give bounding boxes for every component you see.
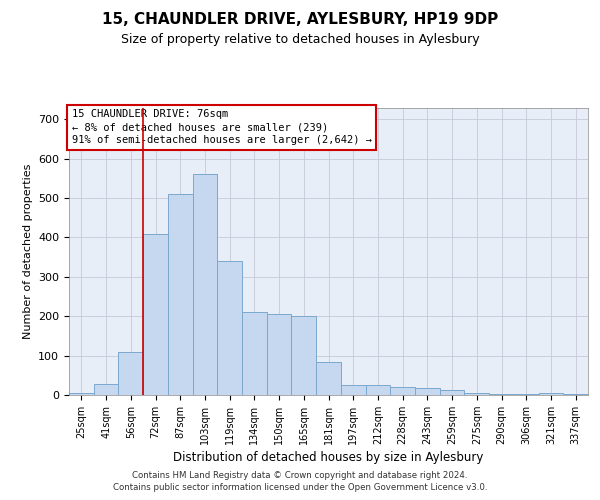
Bar [489, 394, 514, 395]
Bar [193, 174, 217, 395]
Bar [143, 234, 168, 395]
Text: Contains HM Land Registry data © Crown copyright and database right 2024.
Contai: Contains HM Land Registry data © Crown c… [113, 471, 487, 492]
Bar [464, 394, 489, 395]
Bar [242, 312, 267, 395]
Bar [341, 385, 365, 395]
Text: 15, CHAUNDLER DRIVE, AYLESBURY, HP19 9DP: 15, CHAUNDLER DRIVE, AYLESBURY, HP19 9DP [102, 12, 498, 28]
Text: 15 CHAUNDLER DRIVE: 76sqm
← 8% of detached houses are smaller (239)
91% of semi-: 15 CHAUNDLER DRIVE: 76sqm ← 8% of detach… [71, 109, 371, 146]
Bar [539, 394, 563, 395]
Bar [316, 362, 341, 395]
Bar [440, 390, 464, 395]
Bar [292, 316, 316, 395]
Bar [390, 387, 415, 395]
Bar [415, 388, 440, 395]
Y-axis label: Number of detached properties: Number of detached properties [23, 164, 32, 339]
Bar [94, 384, 118, 395]
Bar [118, 352, 143, 395]
Bar [267, 314, 292, 395]
Bar [365, 385, 390, 395]
X-axis label: Distribution of detached houses by size in Aylesbury: Distribution of detached houses by size … [173, 451, 484, 464]
Bar [514, 394, 539, 395]
Bar [168, 194, 193, 395]
Bar [563, 394, 588, 395]
Bar [69, 393, 94, 395]
Text: Size of property relative to detached houses in Aylesbury: Size of property relative to detached ho… [121, 32, 479, 46]
Bar [217, 261, 242, 395]
